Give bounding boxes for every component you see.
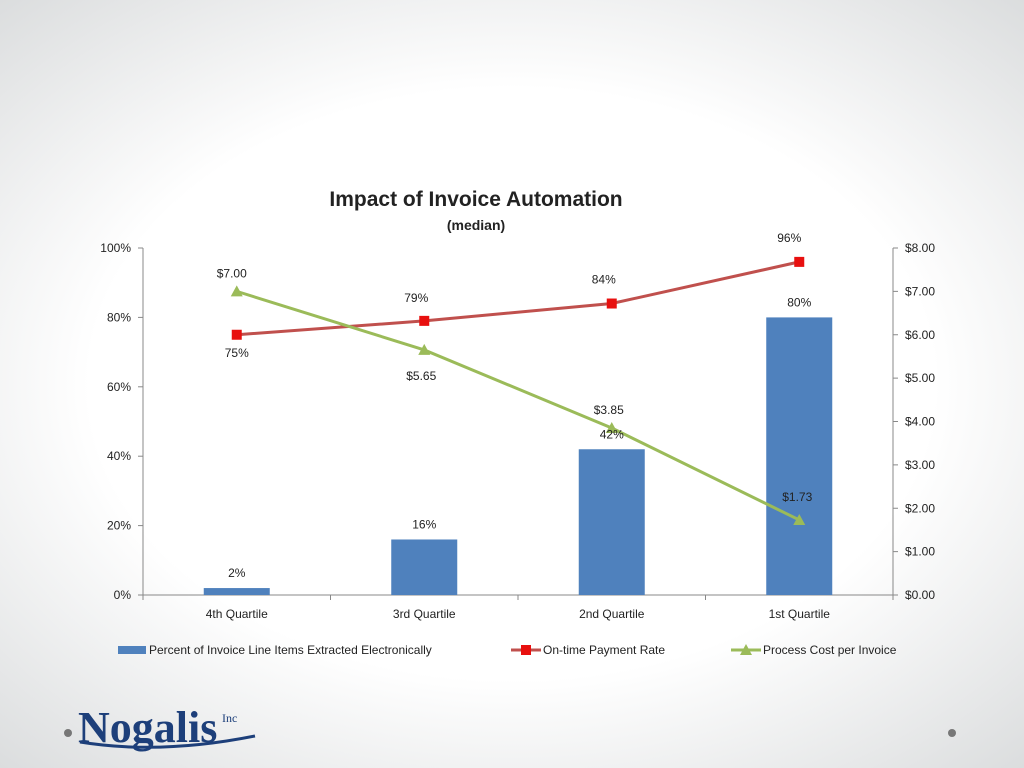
bar bbox=[203, 588, 270, 595]
bullet-dot-right bbox=[948, 729, 956, 737]
process-cost-line bbox=[236, 289, 800, 522]
y-left-tick-label: 40% bbox=[107, 449, 131, 463]
legend-marker-triangle bbox=[740, 644, 752, 655]
y-right-tick-label: $1.00 bbox=[905, 545, 935, 559]
nogalis-logo: Nogalis Inc bbox=[64, 703, 956, 752]
y-right-tick-label: $8.00 bbox=[905, 241, 935, 255]
bar bbox=[578, 449, 645, 595]
bar-data-label: 42% bbox=[600, 427, 624, 441]
bar-data-label: 16% bbox=[412, 517, 436, 531]
legend-label-extracted: Percent of Invoice Line Items Extracted … bbox=[149, 643, 432, 657]
x-tick-label: 2nd Quartile bbox=[579, 607, 645, 621]
legend-label-ontime: On-time Payment Rate bbox=[543, 643, 665, 657]
data-labels: 2% 16% 42% 80% 75% 79% 84% 96% $7.00 $5.65 $3.85 $1… bbox=[217, 231, 813, 580]
y-right-tick-label: $2.00 bbox=[905, 501, 935, 515]
legend-swatch-bar bbox=[118, 646, 146, 654]
process-cost-label: $3.85 bbox=[594, 403, 624, 417]
legend: Percent of Invoice Line Items Extracted … bbox=[118, 643, 897, 657]
bar-data-label: 80% bbox=[787, 295, 811, 309]
y-right-tick-label: $0.00 bbox=[905, 588, 935, 602]
y-left-tick-label: 80% bbox=[107, 310, 131, 324]
process-cost-marker bbox=[418, 343, 431, 355]
on-time-payment-line bbox=[236, 260, 800, 337]
x-tick-label: 4th Quartile bbox=[206, 607, 268, 621]
y-left-tick-label: 100% bbox=[100, 241, 131, 255]
x-tick-label: 1st Quartile bbox=[769, 607, 831, 621]
on-time-payment-label: 75% bbox=[225, 346, 249, 360]
process-cost-marker bbox=[230, 285, 243, 297]
process-cost-label: $5.65 bbox=[406, 369, 436, 383]
chart-title: Impact of Invoice Automation bbox=[329, 188, 622, 211]
on-time-payment-label: 84% bbox=[592, 273, 616, 287]
on-time-payment-label: 96% bbox=[777, 231, 801, 245]
y-right-tick-label: $5.00 bbox=[905, 371, 935, 385]
bar-data-label: 2% bbox=[228, 566, 246, 580]
on-time-payment-marker bbox=[419, 315, 430, 326]
process-cost-marker bbox=[793, 513, 806, 525]
y-right-tick-label: $3.00 bbox=[905, 458, 935, 472]
process-cost-label: $7.00 bbox=[217, 266, 247, 280]
bar bbox=[766, 317, 833, 595]
x-tick-label: 3rd Quartile bbox=[393, 607, 456, 621]
logo-text: Nogalis bbox=[78, 703, 217, 752]
on-time-payment-marker bbox=[231, 329, 242, 340]
logo-swoosh bbox=[79, 734, 256, 749]
process-cost-marker bbox=[605, 422, 618, 434]
process-cost-label: $1.73 bbox=[782, 490, 812, 504]
on-time-payment-marker bbox=[606, 298, 617, 309]
on-time-payment-marker bbox=[794, 256, 805, 267]
y-left-tick-label: 20% bbox=[107, 519, 131, 533]
line-series bbox=[230, 256, 806, 525]
logo-suffix: Inc bbox=[222, 711, 237, 725]
bar bbox=[391, 539, 458, 595]
legend-marker-square bbox=[521, 645, 531, 655]
bullet-dot-left bbox=[64, 729, 72, 737]
legend-label-cost: Process Cost per Invoice bbox=[763, 643, 897, 657]
y-left-tick-label: 60% bbox=[107, 380, 131, 394]
y-right-tick-label: $7.00 bbox=[905, 284, 935, 298]
chart-subtitle: (median) bbox=[447, 217, 505, 233]
y-right-tick-label: $6.00 bbox=[905, 328, 935, 342]
y-right-tick-label: $4.00 bbox=[905, 415, 935, 429]
on-time-payment-label: 79% bbox=[404, 291, 428, 305]
bar-series bbox=[203, 317, 833, 595]
y-left-tick-label: 0% bbox=[114, 588, 132, 602]
